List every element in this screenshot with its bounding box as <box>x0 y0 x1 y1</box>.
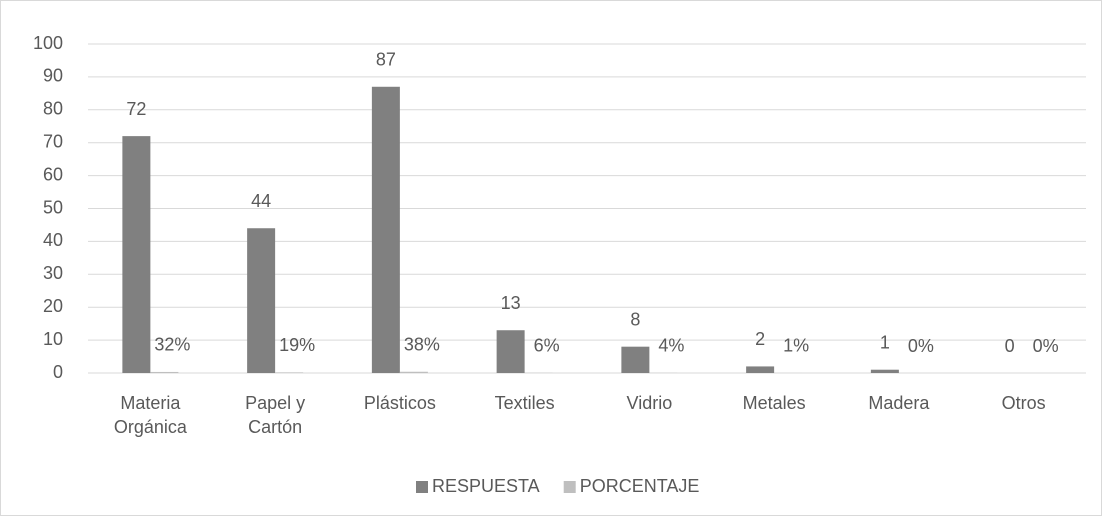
data-label: 1 <box>880 332 890 352</box>
y-tick-label: 40 <box>43 230 63 250</box>
bar <box>275 372 304 373</box>
y-tick-label: 60 <box>43 164 63 184</box>
y-tick-label: 70 <box>43 131 63 151</box>
x-tick-label: Otros <box>1001 393 1046 413</box>
data-label: 44 <box>251 191 271 211</box>
legend-swatch <box>416 481 428 493</box>
data-label: 38% <box>404 334 440 354</box>
y-tick-label: 100 <box>33 33 63 53</box>
legend-label: PORCENTAJE <box>580 476 700 496</box>
data-label: 87 <box>376 50 396 70</box>
data-label: 4% <box>658 336 684 356</box>
data-label: 13 <box>501 293 521 313</box>
y-tick-label: 80 <box>43 99 63 119</box>
y-tick-label: 90 <box>43 66 63 86</box>
data-label: 0% <box>908 336 934 356</box>
y-tick-label: 0 <box>53 362 63 382</box>
bar <box>150 371 179 373</box>
data-label: 8 <box>630 309 640 329</box>
bar <box>247 228 276 373</box>
bar <box>621 346 650 373</box>
data-label: 0 <box>1005 336 1015 356</box>
data-label: 72 <box>126 99 146 119</box>
x-tick-label: Materia Orgánica <box>113 393 187 437</box>
y-tick-label: 50 <box>43 197 63 217</box>
data-label: 19% <box>279 335 315 355</box>
bar <box>122 136 151 373</box>
bar <box>496 330 525 373</box>
data-label: 1% <box>783 336 809 356</box>
bar <box>371 86 400 374</box>
y-tick-label: 20 <box>43 296 63 316</box>
bar <box>399 371 428 373</box>
x-tick-label: Vidrio <box>626 393 673 413</box>
x-tick-label: Metales <box>742 393 806 413</box>
legend-swatch <box>563 481 576 493</box>
data-label: 32% <box>154 335 190 355</box>
data-label: 0% <box>1033 336 1059 356</box>
x-tick-label: Textiles <box>494 393 555 413</box>
legend-label: RESPUESTA <box>432 476 540 496</box>
x-tick-label: Papel y Cartón <box>245 393 306 437</box>
data-label: 6% <box>534 336 560 356</box>
x-tick-label: Madera <box>868 393 930 413</box>
data-label: 2 <box>755 329 765 349</box>
y-tick-label: 10 <box>43 329 63 349</box>
x-tick-label: Plásticos <box>363 393 436 413</box>
bar <box>870 369 899 373</box>
y-tick-label: 30 <box>43 263 63 283</box>
bar <box>746 366 775 373</box>
